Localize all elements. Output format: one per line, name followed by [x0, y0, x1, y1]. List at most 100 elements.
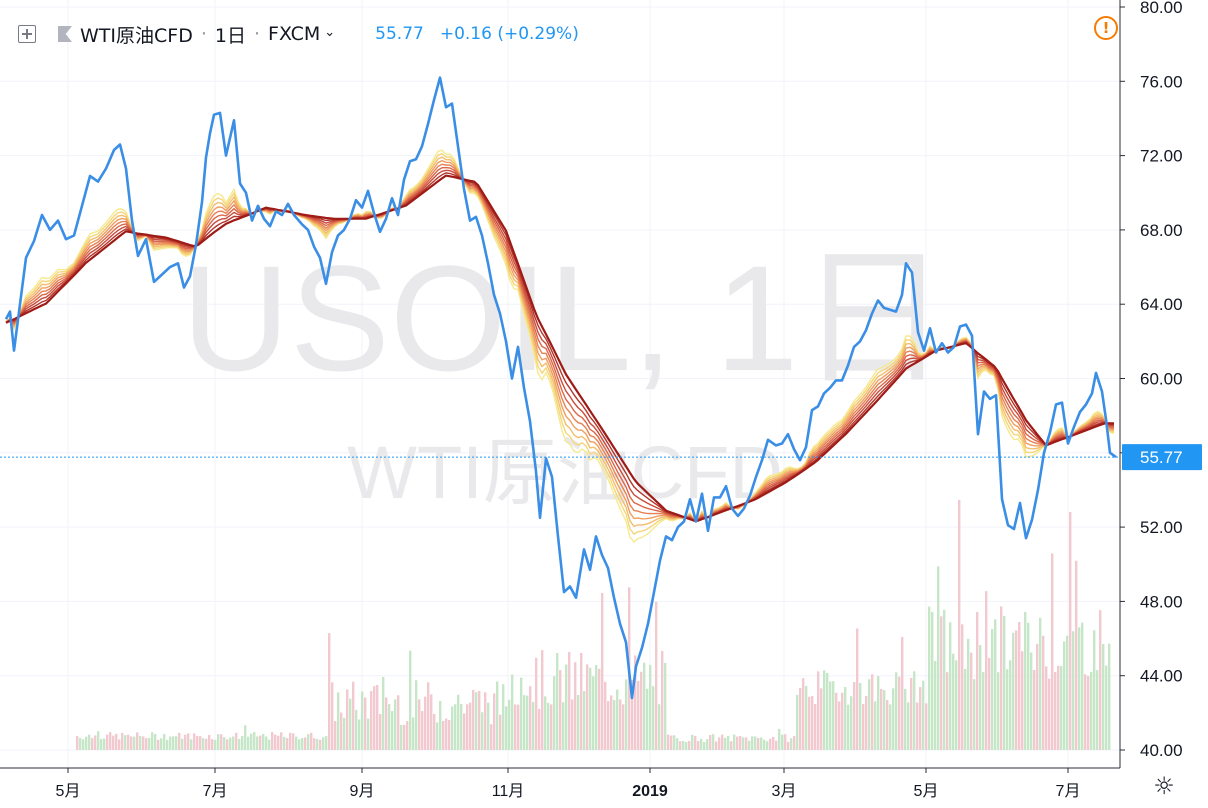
volume-bar: [439, 701, 442, 750]
volume-bar: [169, 736, 172, 750]
volume-bar: [100, 739, 103, 750]
volume-bar: [856, 628, 859, 750]
volume-bar: [181, 738, 184, 750]
volume-bar: [313, 738, 316, 750]
volume-bar: [142, 736, 145, 750]
gear-icon[interactable]: ☼: [1153, 772, 1175, 800]
volume-bar: [739, 735, 742, 750]
volume-bar: [373, 686, 376, 750]
alert-icon[interactable]: !: [1094, 16, 1118, 40]
volume-bar: [1030, 652, 1033, 750]
volume-bar: [721, 734, 724, 750]
volume-bar: [982, 672, 985, 750]
volume-bar: [781, 734, 784, 750]
volume-bar: [811, 696, 814, 750]
volume-bar: [589, 667, 592, 750]
volume-bar: [304, 737, 307, 750]
volume-bar: [922, 680, 925, 750]
volume-bar: [196, 736, 199, 750]
volume-bar: [112, 735, 115, 750]
volume-bar: [571, 699, 574, 750]
volume-bar: [985, 591, 988, 750]
volume-bar: [520, 677, 523, 750]
volume-bar: [793, 735, 796, 750]
volume-bar: [1081, 622, 1084, 750]
volume-bar: [547, 702, 550, 750]
symbol-name[interactable]: WTI原油CFD: [80, 24, 193, 47]
volume-bar: [577, 695, 580, 750]
time-scale[interactable]: 5月 7月 9月 11月 2019 3月 5月 7月: [56, 768, 1081, 800]
interval-label[interactable]: 1日: [214, 24, 246, 47]
volume-bar: [208, 735, 211, 750]
time-tick-label: 3月: [772, 783, 797, 800]
volume-bar: [979, 645, 982, 750]
flag-icon[interactable]: [58, 26, 72, 42]
volume-bar: [406, 721, 409, 750]
exchange-label[interactable]: FXCM: [268, 23, 321, 45]
price-tick-label: 80.00: [1140, 0, 1183, 17]
volume-bar: [718, 737, 721, 750]
volume-bar: [391, 711, 394, 750]
volume-bar: [994, 619, 997, 750]
price-series-line[interactable]: [4, 76, 1117, 700]
chevron-down-icon[interactable]: ⌄: [324, 24, 336, 40]
volume-bar: [802, 678, 805, 750]
volume-bar: [508, 699, 511, 750]
last-price-value: 55.77: [375, 24, 424, 44]
volume-bar: [700, 738, 703, 750]
volume-bar: [931, 611, 934, 750]
volume-bars: [76, 499, 1111, 750]
volume-bar: [814, 704, 817, 750]
volume-bar: [529, 686, 532, 750]
volume-bar: [937, 566, 940, 750]
volume-bar: [187, 733, 190, 750]
volume-bar: [514, 704, 517, 750]
price-change-value: +0.16 (+0.29%): [439, 24, 579, 44]
volume-bar: [847, 704, 850, 750]
volume-bar: [892, 688, 895, 750]
volume-bar: [727, 735, 730, 750]
volume-bar: [274, 734, 277, 750]
plus-square-icon[interactable]: [18, 25, 36, 43]
price-tick-label: 64.00: [1140, 295, 1183, 314]
volume-bar: [250, 733, 253, 750]
volume-bar: [991, 629, 994, 750]
volume-bar: [616, 689, 619, 750]
volume-bar: [478, 690, 481, 750]
volume-bar: [1006, 669, 1009, 750]
volume-bar: [409, 650, 412, 750]
volume-bar: [790, 738, 793, 750]
volume-bar: [526, 695, 529, 750]
volume-bar: [301, 737, 304, 750]
volume-bar: [748, 740, 751, 750]
volume-bar: [742, 737, 745, 750]
volume-bar: [271, 732, 274, 750]
volume-bar: [334, 721, 337, 750]
volume-bar: [1015, 630, 1018, 750]
volume-bar: [661, 650, 664, 750]
volume-bar: [1054, 671, 1057, 750]
volume-bar: [829, 681, 832, 750]
volume-bar: [244, 725, 247, 750]
time-tick-label: 7月: [203, 783, 228, 800]
volume-bar: [736, 736, 739, 750]
price-tick-label: 72.00: [1140, 147, 1183, 166]
volume-bar: [1102, 644, 1105, 750]
volume-bar: [604, 681, 607, 750]
price-scale[interactable]: 80.0076.0072.0068.0064.0060.0056.0052.00…: [1120, 0, 1183, 760]
volume-bar: [367, 718, 370, 750]
volume-bar: [712, 734, 715, 750]
volume-bar: [679, 741, 682, 750]
volume-bar: [574, 662, 577, 750]
volume-bar: [850, 696, 853, 750]
volume-bar: [490, 724, 493, 750]
volume-bar: [475, 692, 478, 750]
volume-bar: [172, 736, 175, 750]
volume-bar: [145, 738, 148, 750]
volume-bar: [355, 709, 358, 750]
volume-bar: [769, 738, 772, 750]
volume-bar: [598, 668, 601, 750]
volume-bar: [1105, 665, 1108, 750]
volume-bar: [778, 728, 781, 750]
